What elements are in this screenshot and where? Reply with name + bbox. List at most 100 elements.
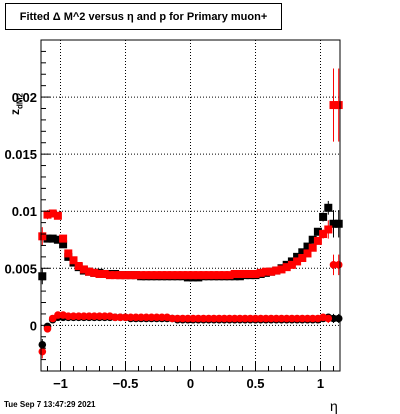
data-point-circle [262, 314, 270, 323]
data-point-square [209, 271, 218, 280]
data-point-circle [38, 347, 47, 356]
data-point-circle [54, 311, 62, 319]
data-point-square [85, 267, 94, 276]
data-point-square [142, 271, 151, 280]
data-point-square [334, 101, 343, 110]
data-point-circle [303, 314, 312, 323]
chart-title: Fitted Δ M^2 versus η and p for Primary … [19, 10, 268, 23]
data-point-square [267, 267, 276, 276]
x-tick-label: 0 [187, 376, 194, 391]
data-point-square [303, 249, 312, 258]
y-tick-label: 0.01 [12, 204, 37, 219]
data-point-circle [293, 314, 301, 323]
x-tick-label: 0.5 [246, 376, 264, 391]
data-point-square [95, 269, 104, 278]
data-point-square [308, 235, 317, 244]
y-axis-label-wrap: zdM2 [8, 75, 24, 115]
data-point-circle [152, 313, 161, 322]
data-point-circle [204, 314, 213, 323]
data-point-square [215, 271, 224, 280]
data-point-circle [38, 340, 47, 349]
data-point-circle [90, 312, 99, 321]
data-point-square [173, 271, 182, 280]
data-point-square [116, 271, 125, 280]
data-point-square [183, 271, 192, 280]
data-point-circle [199, 314, 208, 323]
data-point-square [277, 265, 286, 274]
data-point-square [225, 271, 234, 280]
data-point-square [230, 269, 239, 278]
chart-title-box: Fitted Δ M^2 versus η and p for Primary … [5, 3, 282, 30]
data-point-square [308, 243, 317, 252]
data-point-circle [173, 314, 182, 323]
y-tick-label: 0.005 [4, 261, 37, 276]
data-point-square [324, 203, 333, 212]
data-point-circle [95, 312, 104, 321]
data-point-square [121, 271, 130, 280]
data-point-circle [288, 314, 296, 323]
data-point-square [220, 271, 229, 280]
data-point-square [74, 261, 83, 270]
data-point-square [178, 271, 187, 280]
data-point-circle [272, 314, 281, 323]
tick-labels: −1 −0.5 0 0.5 1 0 0.005 0.01 0.015 0.02 [4, 90, 324, 391]
data-point-circle [189, 314, 197, 323]
data-point-square [319, 230, 328, 239]
data-point-circle [267, 314, 275, 323]
data-point-square [157, 271, 166, 280]
data-point-circle [85, 312, 93, 321]
data-point-square [189, 271, 198, 280]
data-point-square [137, 271, 146, 280]
data-point-circle [74, 312, 83, 321]
data-point-square [298, 254, 307, 263]
data-point-circle [334, 261, 343, 269]
data-point-square [64, 249, 73, 258]
data-point-circle [220, 314, 229, 323]
data-point-square [163, 271, 172, 280]
data-point-square [152, 271, 161, 280]
data-point-circle [246, 314, 255, 323]
y-tick-label: 0.02 [12, 90, 37, 105]
data-point-square [126, 271, 135, 280]
data-point-circle [230, 314, 239, 323]
data-point-square [334, 219, 343, 228]
data-point-square [43, 234, 52, 243]
data-point-square [256, 268, 265, 277]
data-point-square [251, 269, 260, 278]
data-point-square [69, 256, 78, 265]
data-point-circle [43, 324, 52, 333]
data-point-circle [168, 314, 177, 323]
data-point-square [293, 257, 302, 266]
data-point-circle [251, 314, 260, 323]
data-point-square [48, 234, 57, 243]
data-point-circle [298, 314, 307, 323]
data-point-square [329, 101, 338, 110]
data-point-circle [69, 312, 78, 321]
data-point-square [235, 269, 244, 278]
data-point-circle [80, 312, 88, 321]
data-point-square [111, 271, 120, 280]
data-point-circle [329, 314, 338, 323]
data-point-circle [215, 314, 223, 323]
data-point-square [319, 212, 328, 221]
data-point-square [79, 265, 88, 274]
data-point-square [303, 242, 312, 251]
data-point-circle [194, 314, 203, 323]
data-point-circle [147, 313, 156, 322]
x-tick-label: −1 [53, 376, 68, 391]
data-point-circle [121, 313, 130, 322]
data-point-square [261, 267, 270, 276]
data-point-square [131, 271, 140, 280]
data-point-square [204, 271, 213, 280]
data-point-square [282, 263, 291, 272]
data-point-circle [282, 314, 291, 323]
x-tick-label: 1 [317, 376, 324, 391]
data-point-circle [100, 312, 109, 321]
data-point-circle [137, 313, 145, 322]
data-point-circle [64, 312, 73, 321]
x-axis-label: η [330, 398, 338, 414]
axis-ticks [41, 39, 334, 372]
data-point-square [147, 271, 156, 280]
data-point-square [53, 235, 62, 244]
